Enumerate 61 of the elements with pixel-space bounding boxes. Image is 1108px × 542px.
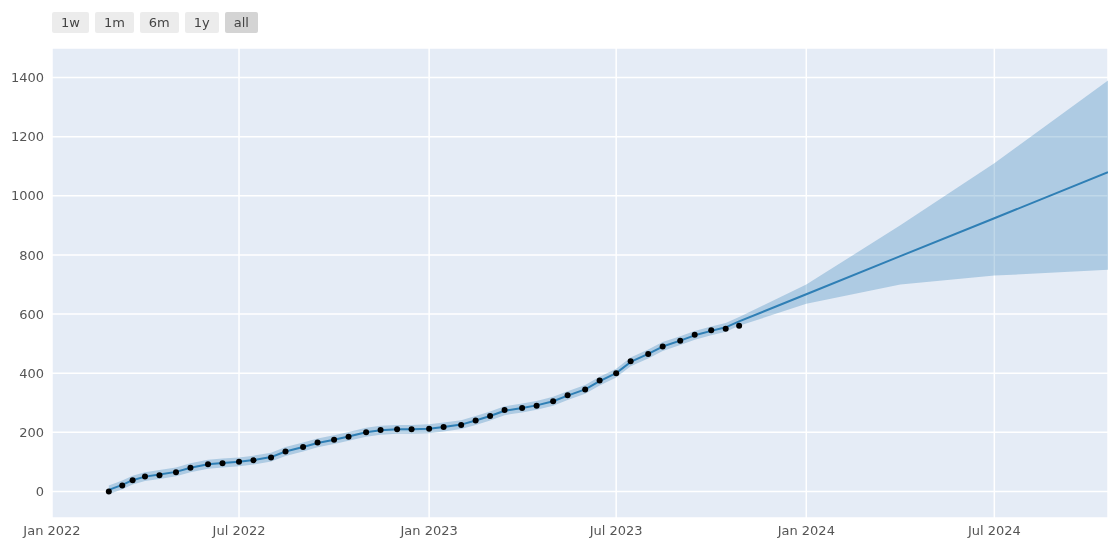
point	[300, 444, 307, 451]
point	[250, 457, 257, 464]
point	[363, 429, 370, 436]
point	[408, 426, 415, 433]
y-tick-label: 600	[19, 306, 44, 322]
x-tick-label: Jul 2022	[211, 523, 266, 539]
point	[533, 402, 540, 409]
point	[345, 433, 352, 440]
point	[394, 426, 401, 433]
point	[219, 460, 226, 467]
point	[426, 425, 433, 432]
point	[564, 392, 571, 399]
point	[141, 473, 148, 480]
point	[314, 439, 321, 446]
point	[627, 358, 634, 365]
point	[645, 350, 652, 357]
point	[187, 464, 194, 471]
y-tick-label: 1200	[10, 129, 44, 145]
point	[268, 454, 275, 461]
point	[172, 469, 179, 476]
point	[677, 337, 684, 344]
point	[501, 407, 508, 414]
point	[519, 405, 526, 412]
x-tick-label: Jan 2022	[22, 523, 81, 539]
range-button: 1w	[52, 12, 89, 33]
point	[472, 417, 479, 424]
point	[596, 377, 603, 384]
point	[440, 423, 447, 430]
x-tick-label: Jul 2023	[588, 523, 643, 539]
point	[722, 325, 729, 332]
point	[282, 448, 289, 455]
range-button: all	[224, 12, 258, 33]
point	[458, 421, 465, 428]
point	[736, 322, 743, 329]
y-tick-label: 0	[35, 484, 44, 500]
y-tick-label: 400	[19, 365, 44, 381]
point	[205, 461, 212, 468]
point	[331, 436, 338, 443]
point	[691, 331, 698, 338]
y-tick-label: 1400	[10, 70, 44, 86]
range-button: 1y	[184, 12, 219, 33]
point	[582, 386, 589, 393]
point	[129, 477, 136, 484]
point	[236, 458, 243, 465]
point	[377, 426, 384, 433]
point	[487, 413, 494, 420]
range-button: 1m	[94, 12, 134, 33]
y-tick-label: 1000	[10, 188, 44, 204]
point	[550, 398, 557, 405]
point	[105, 488, 112, 495]
point	[156, 472, 163, 479]
y-tick-label: 800	[19, 247, 44, 263]
x-tick-label: Jan 2024	[776, 523, 835, 539]
point	[659, 343, 666, 350]
point	[613, 370, 620, 377]
point	[119, 482, 126, 489]
x-tick-label: Jan 2023	[399, 523, 458, 539]
y-tick-label: 200	[19, 424, 44, 440]
range-button: 6m	[139, 12, 179, 33]
x-tick-label: Jul 2024	[966, 523, 1021, 539]
point	[708, 327, 715, 334]
